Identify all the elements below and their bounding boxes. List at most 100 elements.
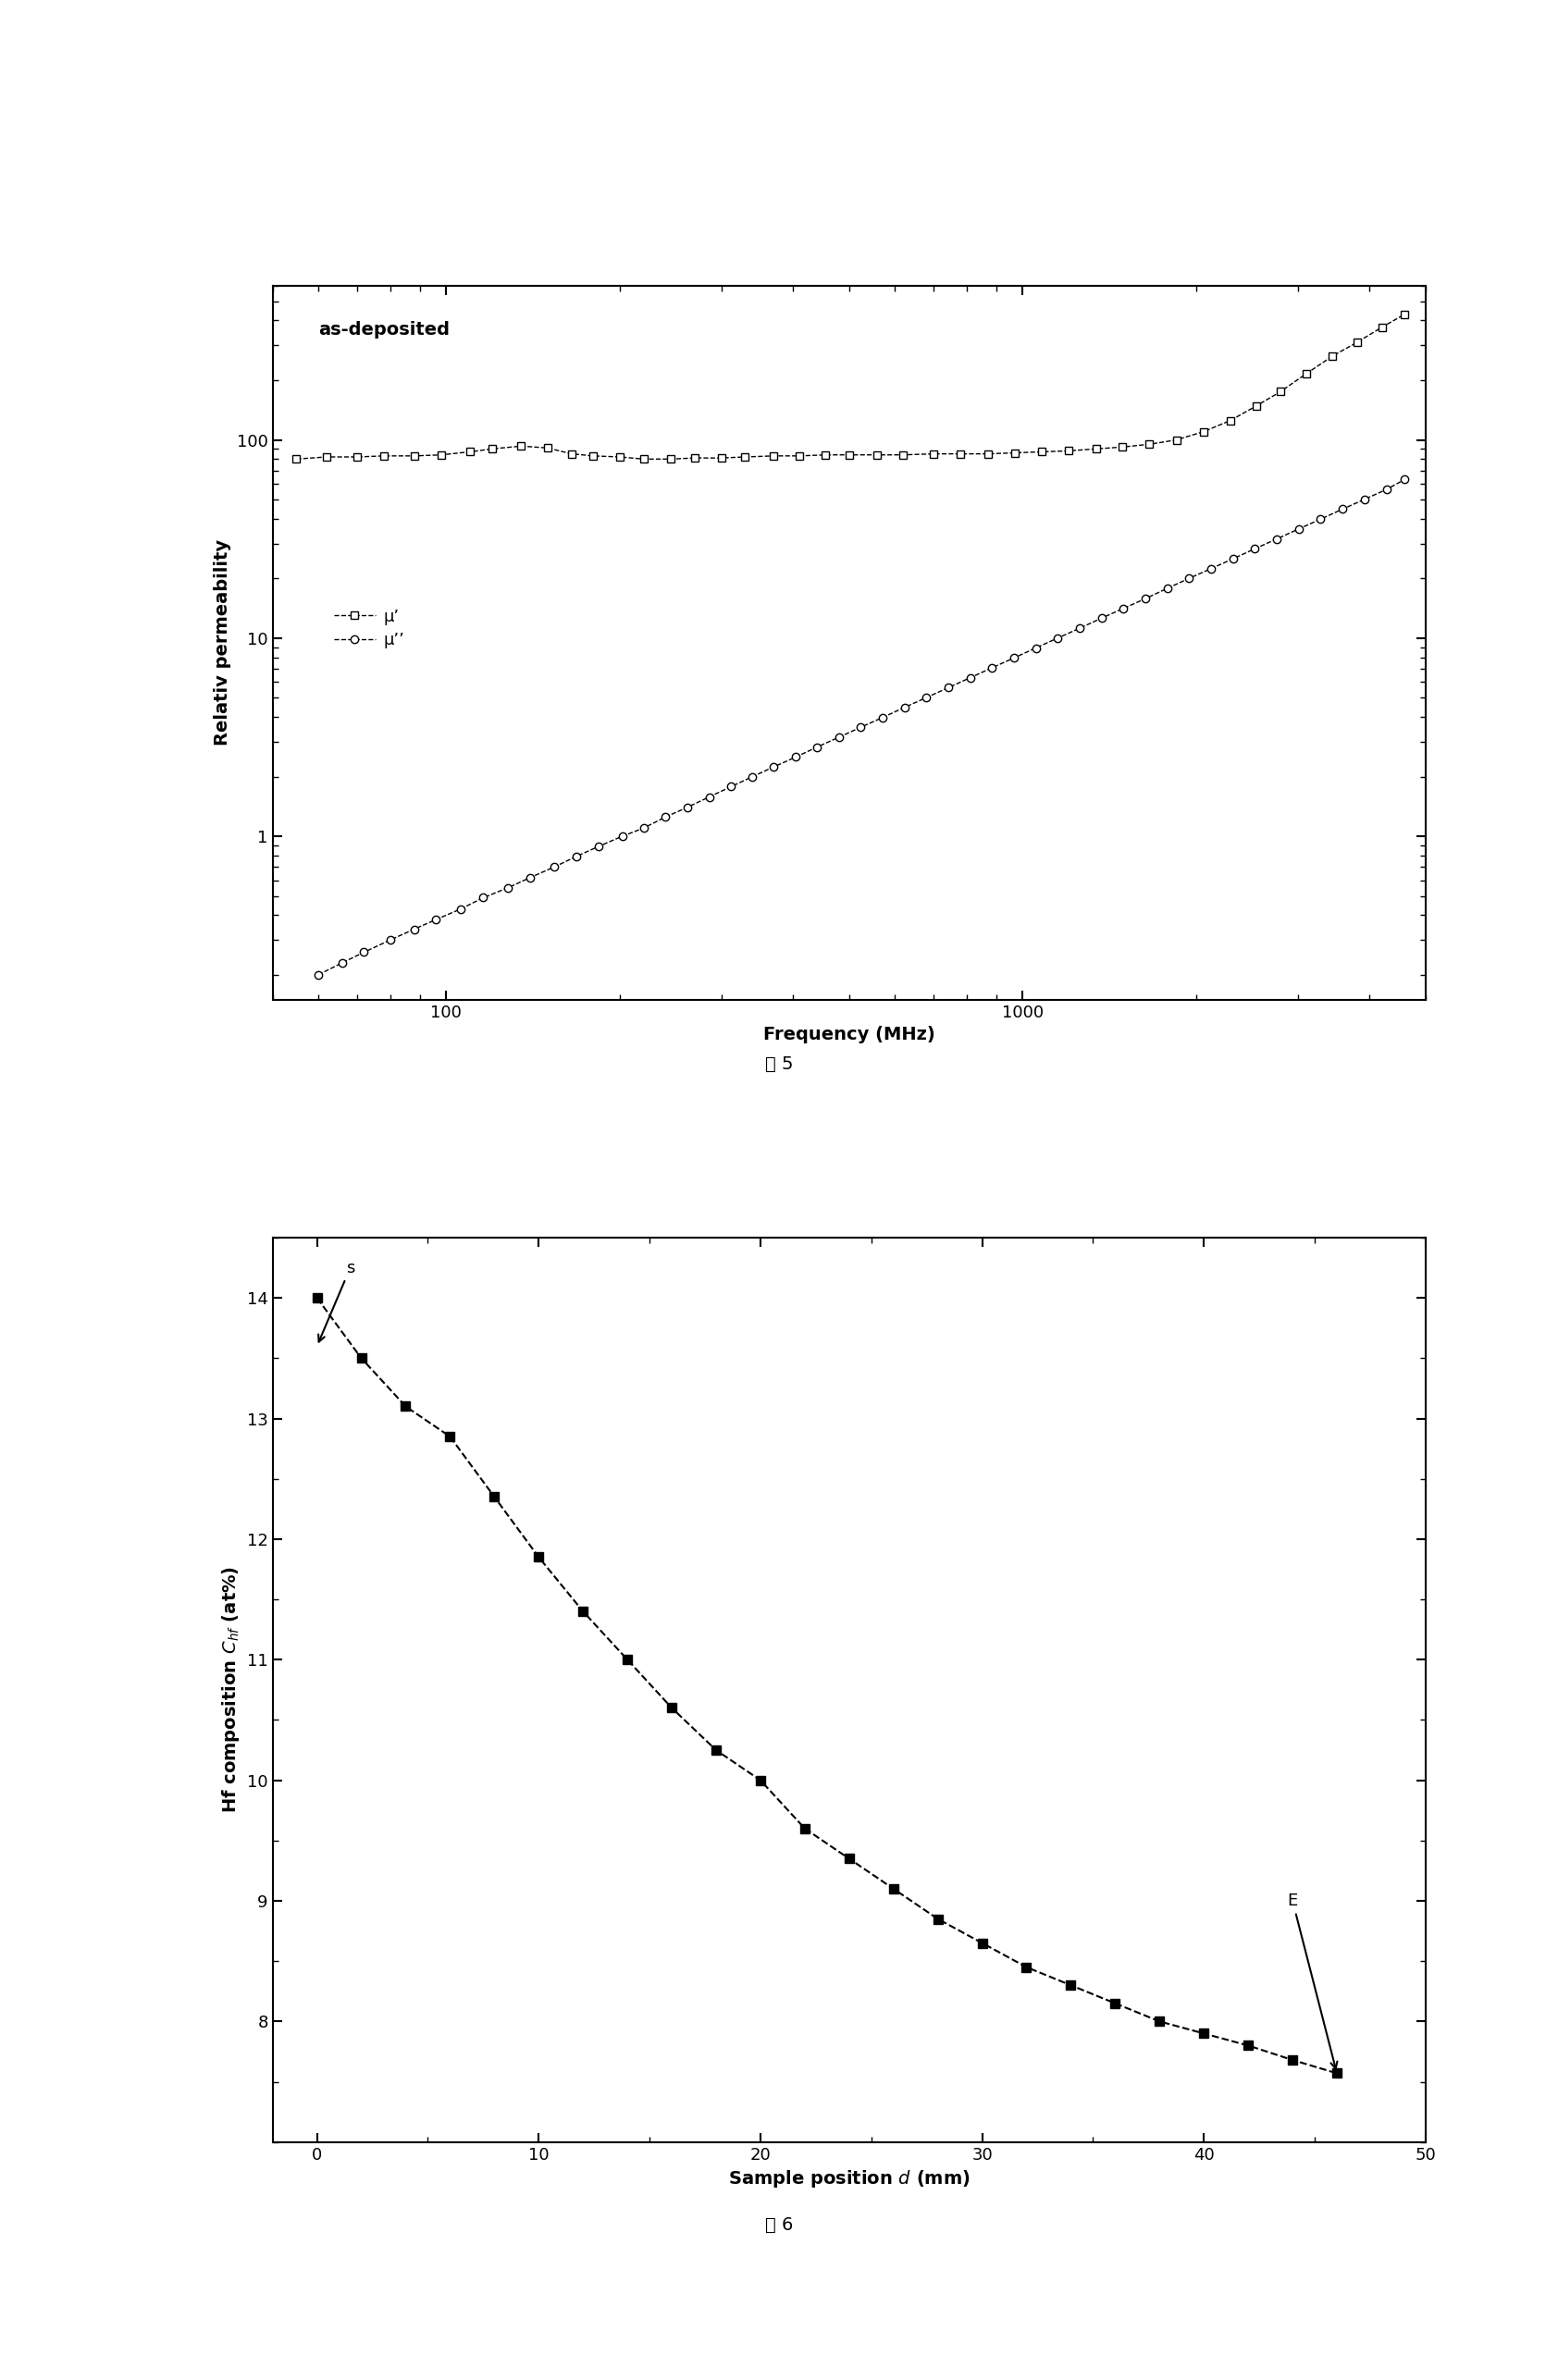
μ’’ <box>1049 624 1067 652</box>
Text: 图 5: 图 5 <box>765 1054 793 1073</box>
X-axis label: Frequency (MHz): Frequency (MHz) <box>763 1026 935 1042</box>
μ’ <box>432 440 450 469</box>
μ’’ <box>852 714 871 743</box>
μ’’ <box>1136 585 1154 614</box>
μ’’ <box>983 654 1002 683</box>
μ’ <box>513 431 531 459</box>
μ’ <box>840 440 858 469</box>
μ’’ <box>700 783 718 812</box>
μ’’ <box>787 743 805 771</box>
μ’’ <box>896 693 915 721</box>
μ’’ <box>589 833 608 862</box>
Text: 图 6: 图 6 <box>765 2216 793 2235</box>
μ’’ <box>1355 486 1374 514</box>
μ’ <box>461 438 480 466</box>
μ’’ <box>308 962 327 990</box>
μ’’ <box>1223 545 1242 574</box>
μ’ <box>1271 378 1290 407</box>
μ’’ <box>807 733 826 762</box>
μ’’ <box>765 752 784 781</box>
μ’ <box>1323 343 1341 371</box>
μ’’ <box>1312 505 1331 533</box>
μ’’ <box>961 664 980 693</box>
Text: s: s <box>318 1259 355 1342</box>
μ’ <box>712 443 731 471</box>
μ’ <box>287 445 305 474</box>
μ’’ <box>1092 605 1111 633</box>
μ’ <box>1112 433 1131 462</box>
Y-axis label: Relativ permeability: Relativ permeability <box>213 540 232 745</box>
μ’ <box>1086 436 1105 464</box>
Line: μ’: μ’ <box>293 309 1408 462</box>
μ’’ <box>1114 595 1133 624</box>
μ’’ <box>1334 495 1352 524</box>
μ’ <box>894 440 913 469</box>
μ’’ <box>1179 564 1198 593</box>
μ’’ <box>474 883 492 912</box>
μ’’ <box>939 674 958 702</box>
μ’’ <box>1267 524 1285 552</box>
μ’ <box>686 443 704 471</box>
μ’ <box>611 443 629 471</box>
μ’ <box>562 440 581 469</box>
Y-axis label: Hf composition $C_{hf}$ (at%): Hf composition $C_{hf}$ (at%) <box>221 1566 241 1814</box>
μ’ <box>318 443 337 471</box>
μ’’ <box>405 914 424 942</box>
μ’’ <box>1158 574 1176 602</box>
μ’’ <box>1290 514 1309 543</box>
μ’ <box>405 443 424 471</box>
μ’’ <box>1201 555 1220 583</box>
μ’’ <box>1377 476 1396 505</box>
μ’’ <box>1005 643 1024 671</box>
μ’’ <box>545 852 564 881</box>
μ’’ <box>355 938 374 966</box>
μ’’ <box>656 802 675 831</box>
μ’ <box>868 440 887 469</box>
μ’’ <box>333 950 352 978</box>
μ’’ <box>1070 614 1089 643</box>
μ’ <box>735 443 754 471</box>
Legend: μ’, μ’’: μ’, μ’’ <box>327 602 411 654</box>
μ’ <box>661 445 679 474</box>
μ’ <box>374 443 393 471</box>
μ’ <box>765 443 784 471</box>
μ’’ <box>829 724 848 752</box>
μ’ <box>1033 438 1052 466</box>
Line: μ’’: μ’’ <box>315 476 1408 978</box>
μ’ <box>1005 438 1024 466</box>
μ’ <box>1246 393 1265 421</box>
Text: E: E <box>1287 1892 1337 2068</box>
X-axis label: Sample position $d$ (mm): Sample position $d$ (mm) <box>728 2168 971 2190</box>
μ’ <box>816 440 835 469</box>
μ’ <box>1140 431 1159 459</box>
μ’’ <box>1396 464 1415 493</box>
μ’ <box>539 433 558 462</box>
μ’ <box>1296 359 1315 388</box>
μ’ <box>1373 312 1391 340</box>
μ’ <box>950 440 969 469</box>
μ’ <box>1167 426 1186 455</box>
μ’’ <box>634 814 653 843</box>
μ’’ <box>567 843 586 871</box>
μ’ <box>978 440 997 469</box>
μ’’ <box>678 793 696 821</box>
μ’’ <box>1027 633 1045 662</box>
μ’’ <box>382 926 400 954</box>
μ’’ <box>427 904 446 933</box>
Text: as-deposited: as-deposited <box>319 321 450 338</box>
μ’ <box>1221 407 1240 436</box>
μ’’ <box>452 895 471 923</box>
μ’’ <box>612 821 631 850</box>
μ’ <box>347 443 366 471</box>
μ’ <box>924 440 943 469</box>
μ’ <box>1195 416 1214 445</box>
μ’’ <box>743 762 762 790</box>
μ’ <box>483 436 502 464</box>
μ’’ <box>918 683 936 712</box>
μ’’ <box>520 864 539 892</box>
μ’ <box>790 443 809 471</box>
μ’ <box>1348 328 1366 357</box>
μ’ <box>584 443 603 471</box>
μ’ <box>1059 436 1078 464</box>
μ’ <box>1396 300 1415 328</box>
